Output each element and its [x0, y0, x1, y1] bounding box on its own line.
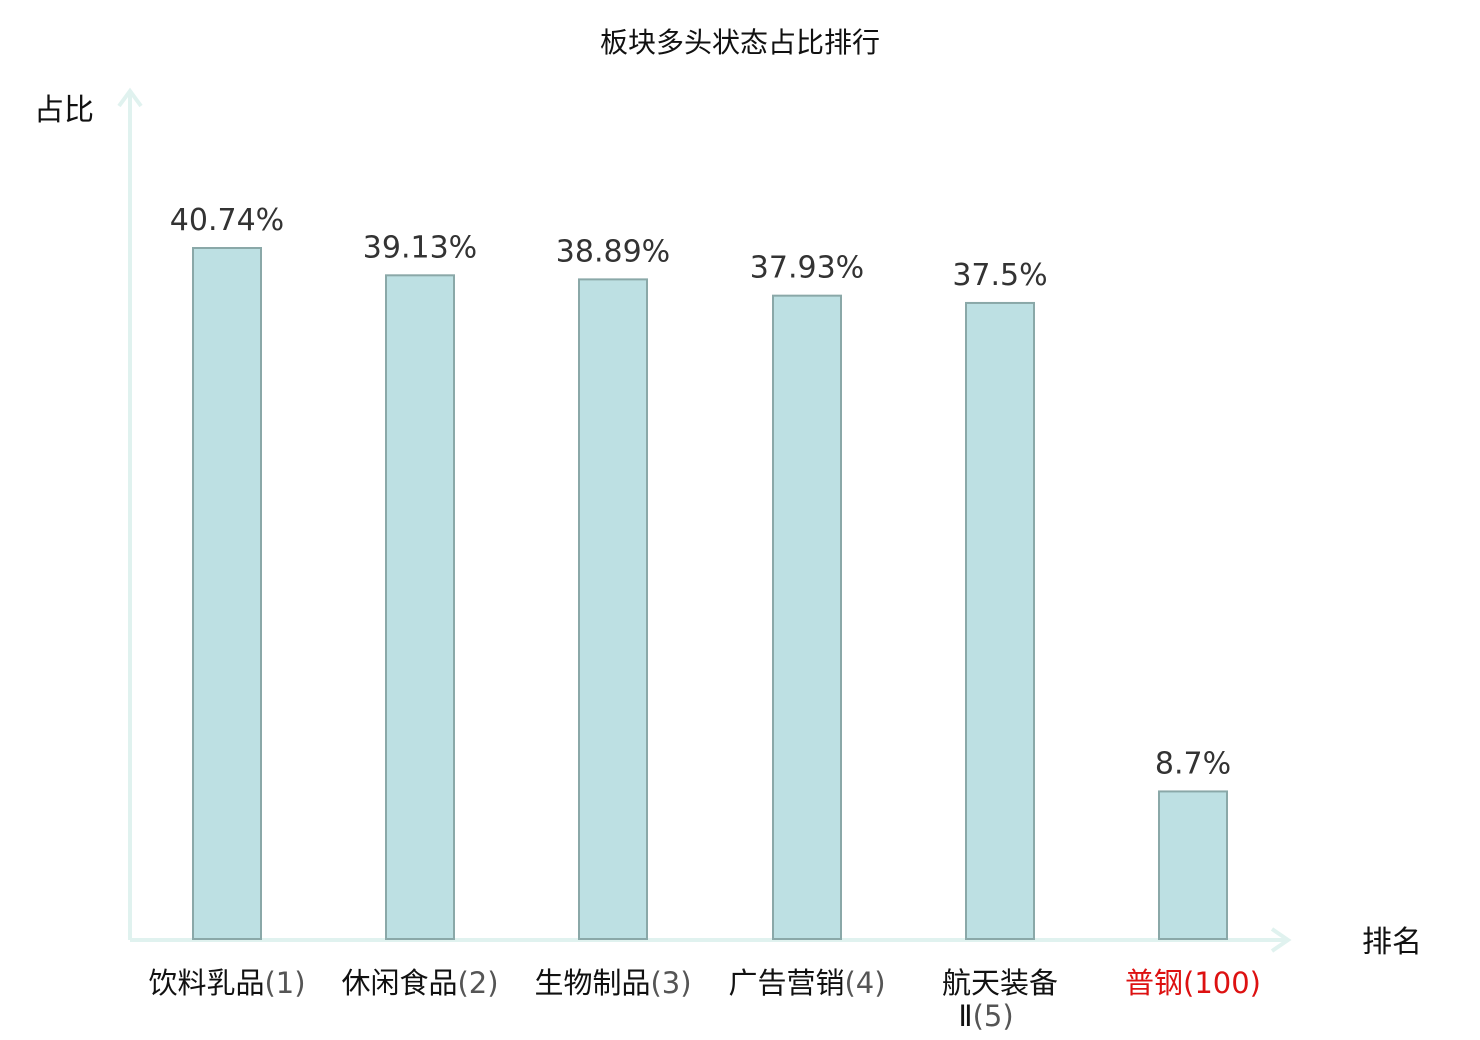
category-label: 广告营销(4) [728, 966, 885, 1000]
y-axis-label: 占比 [34, 93, 94, 128]
category-name-line2: Ⅱ [958, 999, 972, 1033]
bar [385, 274, 455, 940]
bar [772, 294, 842, 940]
chart-title: 板块多头状态占比排行 [600, 26, 880, 59]
bar [578, 278, 648, 941]
category-label: 普钢(100) [1125, 966, 1261, 1000]
bars [192, 247, 1228, 941]
category-rank: (4) [844, 966, 885, 1000]
x-axis-arrow [1270, 927, 1292, 953]
category-rank: (100) [1183, 966, 1261, 1000]
category-name: 普钢 [1125, 966, 1183, 1000]
category-rank: (1) [264, 966, 305, 1000]
axes [117, 87, 1292, 953]
category-rank: (5) [973, 999, 1014, 1033]
value-label: 39.13% [363, 230, 477, 265]
bar [192, 247, 262, 940]
bar [965, 301, 1035, 940]
category-name: 广告营销 [728, 966, 844, 1000]
category-label: 饮料乳品(1) [148, 966, 305, 1000]
value-label: 8.7% [1155, 746, 1231, 781]
category-name: 航天装备 [942, 966, 1058, 1000]
value-label: 37.93% [750, 251, 864, 286]
value-label: 40.74% [170, 203, 284, 238]
category-label: 航天装备 Ⅱ(5) [942, 966, 1058, 1033]
category-name: 生物制品 [534, 966, 650, 1000]
category-labels: 饮料乳品(1) 休闲食品(2) 生物制品(3) 广告营销(4) 航天装备 Ⅱ(5)普钢(1… [148, 966, 1261, 1033]
category-label: 休闲食品(2) [341, 966, 498, 1000]
bar [1158, 790, 1228, 940]
category-name: 休闲食品 [341, 966, 457, 1000]
x-axis-label: 排名 [1362, 925, 1422, 960]
category-label: 生物制品(3) [534, 966, 691, 1000]
category-rank: (3) [650, 966, 691, 1000]
y-axis-arrow [117, 87, 143, 108]
category-rank: (2) [457, 966, 498, 1000]
value-label: 38.89% [556, 234, 670, 269]
value-label: 37.5% [952, 258, 1047, 293]
value-labels: 40.74% 39.13% 38.89% 37.93% 37.5% 8.7% [170, 203, 1231, 781]
category-name: 饮料乳品 [148, 966, 264, 1000]
